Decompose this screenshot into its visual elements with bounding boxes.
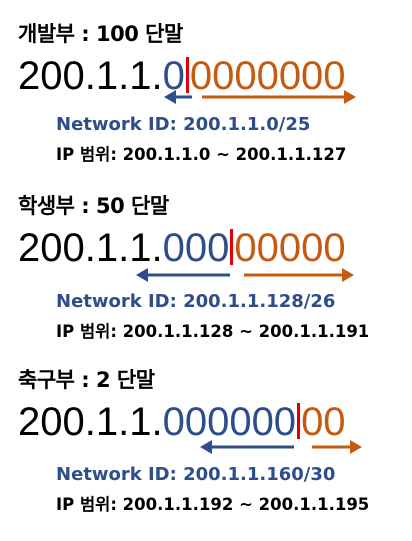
network-arrow <box>164 90 192 104</box>
section-heading: 개발부 : 100 단말 <box>18 22 183 46</box>
subnet-section-students: 학생부 : 50 단말 200.1.1.000 00000 Network ID:… <box>0 172 412 352</box>
host-arrow <box>244 268 354 282</box>
section-heading: 학생부 : 50 단말 <box>18 194 169 218</box>
network-arrow <box>200 440 294 454</box>
network-id: Network ID: 200.1.1.128/26 <box>56 291 336 312</box>
section-heading: 축구부 : 2 단말 <box>18 368 155 392</box>
network-id: Network ID: 200.1.1.160/30 <box>56 464 336 485</box>
bit-direction-arrows <box>200 440 362 454</box>
network-bits: 000 <box>162 226 230 270</box>
address-prefix: 200.1.1. <box>18 226 163 270</box>
subnet-divider <box>185 57 189 93</box>
address-prefix: 200.1.1. <box>18 54 163 98</box>
network-id: Network ID: 200.1.1.0/25 <box>56 114 311 135</box>
address-prefix: 200.1.1. <box>18 400 163 444</box>
subnet-section-soccer: 축구부 : 2 단말 200.1.1.000000 00 Network ID: … <box>0 346 412 526</box>
ip-range: IP 범위: 200.1.1.0 ~ 200.1.1.127 <box>56 145 347 164</box>
host-arrow <box>312 440 362 454</box>
network-bits: 0 <box>162 54 185 98</box>
bit-direction-arrows <box>136 268 354 282</box>
ip-range: IP 범위: 200.1.1.128 ~ 200.1.1.191 <box>56 322 370 341</box>
network-arrow <box>136 268 230 282</box>
subnet-divider <box>297 403 301 439</box>
ip-range: IP 범위: 200.1.1.192 ~ 200.1.1.195 <box>56 495 370 514</box>
subnet-section-dev: 개발부 : 100 단말 200.1.1.0 0000000 Network ID… <box>0 0 412 180</box>
host-arrow <box>202 90 356 104</box>
host-bits: 0000000 <box>189 54 346 98</box>
bit-direction-arrows <box>164 90 356 104</box>
network-bits: 000000 <box>162 400 297 444</box>
host-bits: 00 <box>301 400 346 444</box>
host-bits: 00000 <box>234 226 346 270</box>
subnet-divider <box>230 229 234 265</box>
